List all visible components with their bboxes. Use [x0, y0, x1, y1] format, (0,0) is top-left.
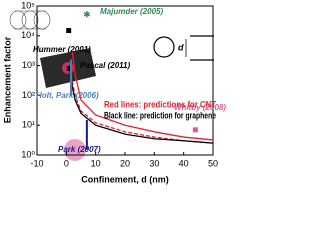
- y-tick-label: 10¹: [22, 120, 35, 130]
- line: [68, 65, 214, 144]
- x-tick-label: 20: [120, 158, 130, 168]
- diagram-label: d: [178, 42, 184, 52]
- y-axis-title: Enhancement factor: [2, 36, 12, 123]
- star-marker: ✱: [83, 9, 91, 19]
- legend-note: Black line: prediction for graphene: [104, 110, 216, 120]
- y-tick-label: 10⁵: [21, 0, 35, 10]
- y-tick-label: 10³: [22, 60, 35, 70]
- annotation: Holt, Park (2006): [36, 91, 99, 100]
- x-tick-label: 10: [91, 158, 101, 168]
- point-marker: [66, 65, 72, 71]
- annotation: Pascal (2011): [80, 61, 130, 70]
- annotation: Whitby (2008): [174, 103, 226, 112]
- x-tick-label: 50: [208, 158, 218, 168]
- y-tick-label: 10⁰: [21, 149, 35, 159]
- x-tick-label: 0: [64, 158, 69, 168]
- nanotube-icon: [9, 10, 51, 30]
- line: [71, 51, 214, 141]
- chart: d Confinement, d (nm) Enhancement factor…: [2, 0, 226, 184]
- x-tick-label: 30: [149, 158, 159, 168]
- y-tick-label: 10⁴: [21, 30, 35, 40]
- y-tick-label: 10²: [22, 90, 35, 100]
- x-tick-label: -10: [30, 158, 43, 168]
- point-marker: [192, 127, 198, 133]
- point-marker: [66, 28, 72, 34]
- annotation: Majumder (2005): [100, 7, 163, 16]
- annotation: Park (2007): [58, 145, 101, 154]
- legend-note: Red lines: predictions for CNT: [104, 99, 216, 109]
- geometry-diagram: [153, 35, 214, 61]
- x-tick-label: 40: [179, 158, 189, 168]
- x-axis-title: Confinement, d (nm): [81, 174, 169, 184]
- annotation: Hummer (2001): [33, 45, 91, 54]
